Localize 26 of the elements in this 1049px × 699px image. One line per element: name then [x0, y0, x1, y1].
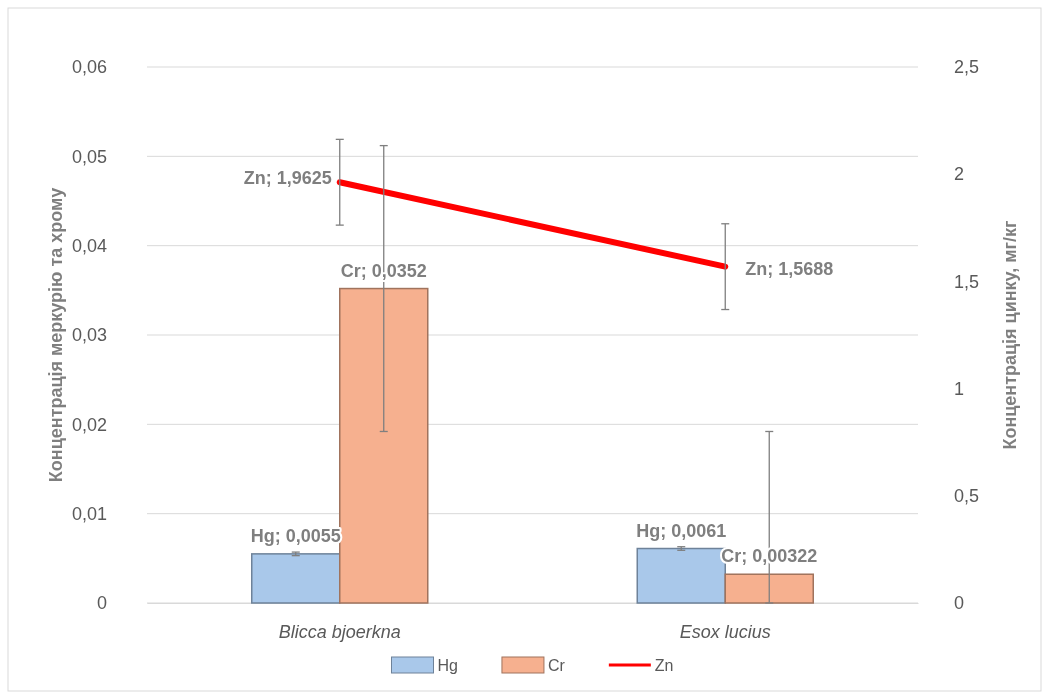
legend-label: Zn	[654, 657, 674, 674]
y2-tick-label: 2,5	[954, 57, 980, 78]
y-axis-title: Концентрація меркурію та хрому	[46, 187, 66, 483]
y2-tick-label: 2	[954, 164, 965, 185]
y-tick-label: 0,03	[71, 325, 107, 346]
y2-axis-title: Концентрація цинку, мг/кг	[1000, 219, 1020, 450]
legend-label: Cr	[547, 657, 566, 674]
bar	[724, 573, 814, 604]
y-tick-label: 0	[96, 593, 107, 614]
y-tick-label: 0,01	[71, 503, 107, 524]
y2-tick-label: 0,5	[954, 486, 980, 507]
data-label: Hg; 0,0061	[636, 520, 727, 541]
x-tick-label: Esox lucius	[679, 621, 771, 642]
y-tick-label: 0,06	[71, 57, 107, 78]
legend-label: Hg	[437, 657, 458, 674]
x-tick-label: Blicca bjoerkna	[278, 621, 401, 642]
y2-tick-label: 0	[954, 593, 965, 614]
y-tick-label: 0,04	[71, 235, 107, 256]
y2-tick-label: 1,5	[954, 271, 980, 292]
y-tick-label: 0,02	[71, 414, 107, 435]
bar	[251, 553, 341, 604]
data-label: Zn; 1,5688	[745, 258, 834, 279]
bar	[339, 287, 429, 604]
y2-tick-label: 1	[954, 378, 965, 399]
y-tick-label: 0,05	[71, 146, 107, 167]
data-label: Zn; 1,9625	[243, 168, 332, 189]
